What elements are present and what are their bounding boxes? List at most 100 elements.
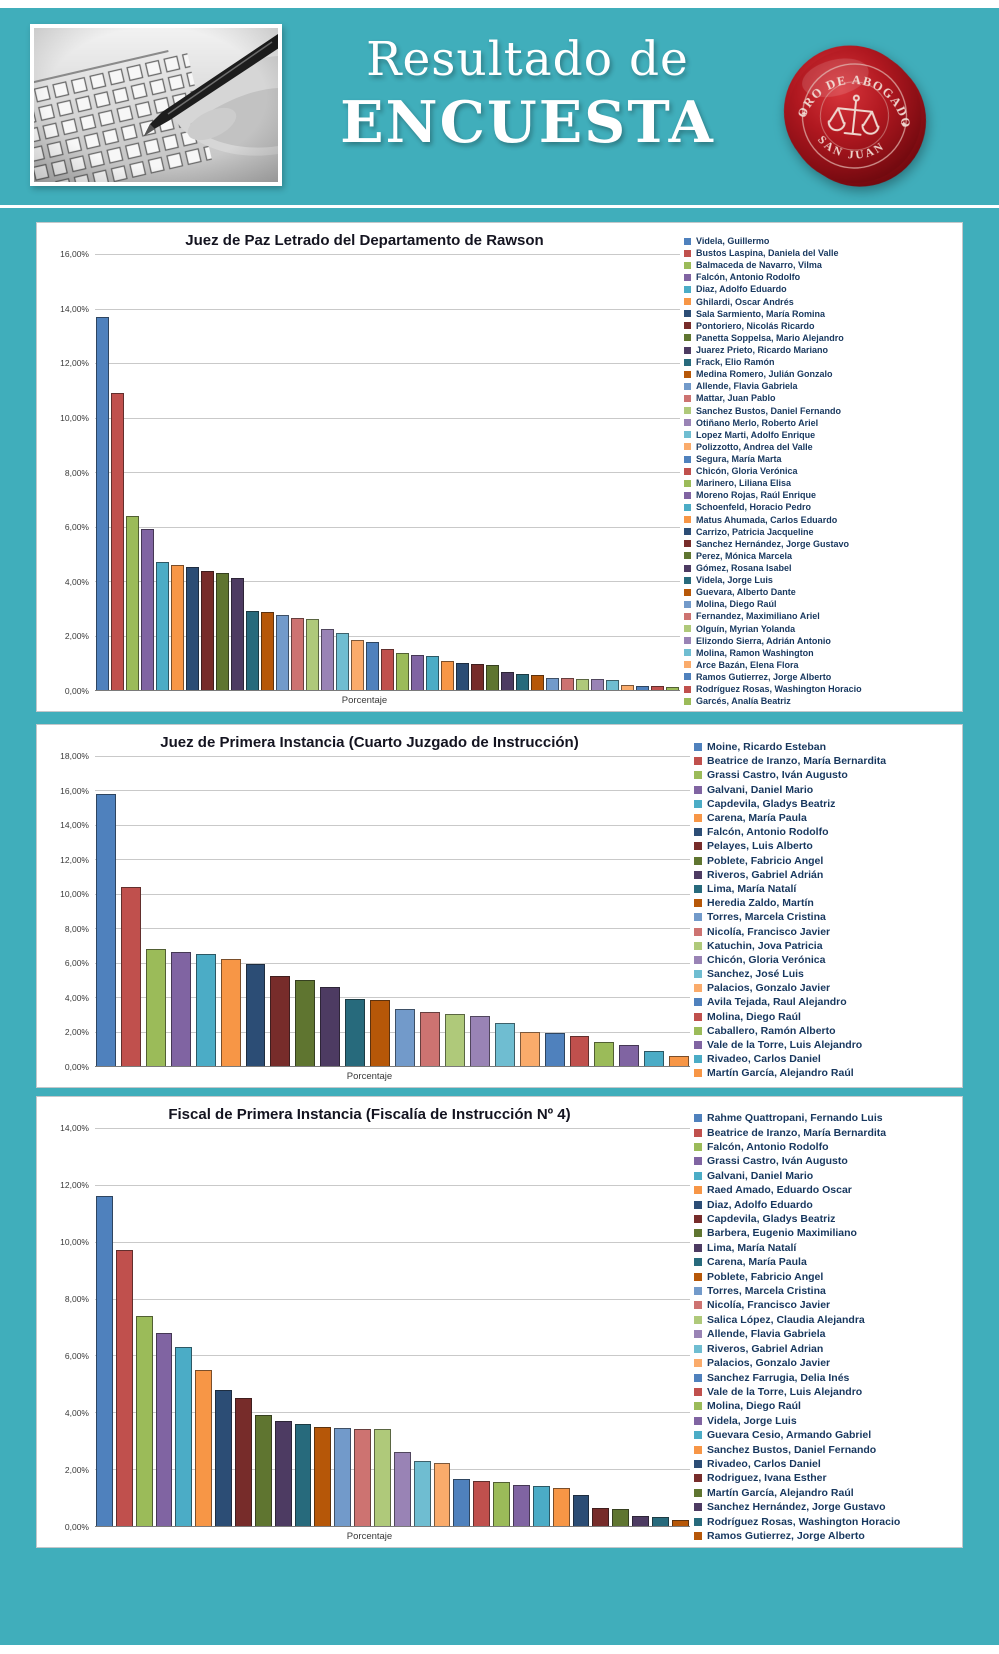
legend-marker [684,249,691,257]
legend-label: Poblete, Fabricio Angel [707,1270,824,1283]
legend-marker [684,285,691,293]
y-axis-tick-label: 14,00% [60,1123,89,1133]
bar [621,684,634,690]
legend-item: Chicón, Gloria Verónica [684,465,956,477]
legend-marker [684,407,691,415]
wax-seal-icon: FORO DE ABOGADOS SAN JUAN ✦ ✦ [774,21,927,187]
bar [393,1452,411,1526]
legend-label: Pontoriero, Nicolás Ricardo [696,320,815,331]
y-axis-tick-label: 8,00% [64,923,89,934]
bar [246,610,259,690]
legend-label: Rodríguez Rosas, Washington Horacio [707,1515,901,1528]
legend-marker [694,1416,702,1425]
legend-label: Bustos Laspina, Daniela del Valle [696,248,839,259]
legend-label: Avila Tejada, Raul Alejandro [707,996,847,1009]
legend-marker [684,600,691,608]
bar [334,1427,352,1526]
legend-label: Medina Romero, Julián Gonzalo [696,369,833,380]
legend-item: Moreno Rojas, Raúl Enrique [684,489,956,501]
legend-marker [684,382,691,390]
legend-marker [694,970,702,979]
gridline [95,1469,690,1471]
bar [135,1315,153,1526]
legend-marker [694,1055,702,1064]
legend-label: Garcés, Analía Beatriz [696,696,791,707]
legend-item: Sanchez Bustos, Daniel Fernando [694,1442,956,1456]
legend-item: Caballero, Ramón Alberto [694,1024,956,1038]
legend-item: Marinero, Liliana Elisa [684,477,956,489]
legend-marker [694,870,702,879]
legend-item: Polizzotto, Andrea del Valle [684,441,956,453]
legend-item: Allende, Flavia Gabriela [684,380,956,392]
bar [201,571,214,690]
legend-marker [684,358,691,366]
bar [519,1031,540,1066]
legend-item: Salica López, Claudia Alejandra [694,1313,956,1327]
bar [366,642,379,690]
bar [320,986,341,1066]
legend-label: Perez, Mónica Marcela [696,550,793,561]
legend-label: Segura, María Marta [696,454,782,465]
legend-item: Diaz, Adolfo Eduardo [694,1197,956,1211]
bar [644,1050,665,1066]
legend-marker [694,842,702,851]
bars [96,254,679,690]
legend-marker [694,1041,702,1050]
bar [96,793,116,1066]
bar [115,1250,133,1526]
header-divider-rule [0,205,999,208]
legend-label: Caballero, Ramón Alberto [707,1024,836,1037]
bar [345,998,366,1066]
legend-label: Polizzotto, Andrea del Valle [696,441,813,452]
legend-item: Galvani, Daniel Mario [694,783,956,797]
legend-item: Balmaceda de Navarro, Vilma [684,259,956,271]
gridline [95,756,690,757]
legend-label: Matus Ahumada, Carlos Eduardo [696,514,838,525]
legend-item: Rodríguez Rosas, Washington Horacio [694,1514,956,1528]
legend-item: Videla, Jorge Luis [694,1414,956,1428]
legend-marker [694,814,702,823]
legend-item: Sanchez Hernández, Jorge Gustavo [694,1500,956,1514]
bar [155,1332,173,1526]
y-axis: 18,00% 16,00% 14,00% 12,00% 10,00% 8,00% 6,00%… [45,751,95,1072]
legend-label: Allende, Flavia Gabriela [707,1328,826,1341]
chart-title: Juez de Primera Instancia (Cuarto Juzgad… [160,734,579,751]
legend-item: Schoenfeld, Horacio Pedro [684,501,956,513]
legend-item: Riveros, Gabriel Adrián [694,868,956,882]
legend-label: Molina, Diego Raúl [707,1400,801,1413]
bar [544,1033,565,1066]
legend-item: Nicolía, Francisco Javier [694,1298,956,1312]
legend-label: Nicolía, Francisco Javier [707,1299,831,1312]
legend-marker [694,1258,702,1267]
legend-item: Pontoriero, Nicolás Ricardo [684,320,956,332]
legend-item: Videla, Guillermo [684,235,956,247]
y-axis-tick-label: 6,00% [64,1351,89,1361]
chart-legend: Rahme Quattropani, Fernando Luis Beatrice… [694,1103,956,1543]
legend-item: Vale de la Torre, Luis Alejandro [694,1385,956,1399]
legend-label: Guevara Cesio, Armando Gabriel [707,1429,872,1442]
bar [306,619,319,690]
gridline [95,472,680,473]
legend-item: Rivadeo, Carlos Daniel [694,1052,956,1066]
bar [612,1508,630,1526]
legend-marker [684,564,691,572]
legend-item: Allende, Flavia Gabriela [694,1327,956,1341]
bar [411,654,424,690]
gridline [95,859,690,861]
legend-label: Rivadeo, Carlos Daniel [707,1457,821,1470]
legend-item: Guevara Cesio, Armando Gabriel [694,1428,956,1442]
legend-item: Heredia Zaldo, Martín [694,896,956,910]
bar [216,572,229,690]
legend-label: Sanchez Farrugia, Delia Inés [707,1371,850,1384]
y-axis-tick-label: 12,00% [60,1180,89,1190]
y-axis-tick-label: 8,00% [64,1294,89,1304]
legend-label: Rahme Quattropani, Fernando Luis [707,1112,883,1125]
legend-marker [694,1069,702,1078]
bar [592,1507,610,1526]
legend-marker [684,576,691,584]
y-axis-tick-label: 2,00% [64,631,89,642]
legend-label: Moreno Rojas, Raúl Enrique [696,490,817,501]
legend-label: Molina, Diego Raúl [696,599,777,610]
legend-label: Falcón, Antonio Rodolfo [707,1141,829,1154]
legend-item: Palacios, Gonzalo Javier [694,1356,956,1370]
